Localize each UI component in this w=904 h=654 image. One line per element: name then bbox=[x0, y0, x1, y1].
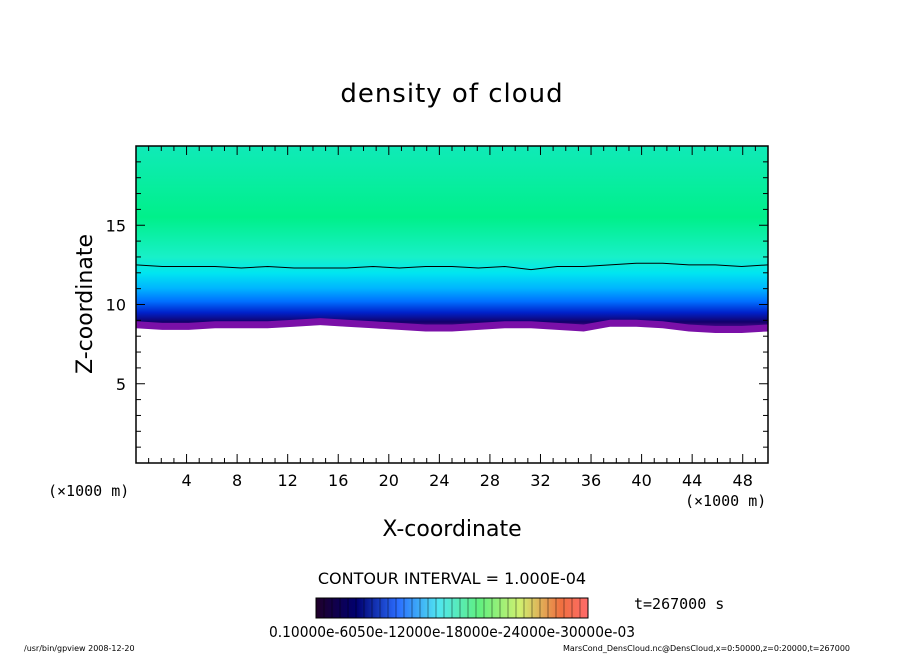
y-tick-label: 5 bbox=[116, 375, 126, 394]
time-label: t=267000 s bbox=[634, 595, 724, 613]
x-tick-label: 36 bbox=[581, 471, 601, 490]
clear-region bbox=[136, 325, 768, 463]
y-unit-label: (×1000 m) bbox=[48, 482, 129, 500]
x-tick-label: 8 bbox=[232, 471, 242, 490]
cloud-base-fringe bbox=[136, 318, 768, 334]
colorbar-labels: 0.10000e-6050e-12000e-18000e-24000e-3000… bbox=[269, 623, 635, 641]
y-axis: 5 10 15 bbox=[106, 161, 768, 448]
y-tick-label: 15 bbox=[106, 216, 126, 235]
x-tick-label: 4 bbox=[181, 471, 191, 490]
x-tick-label: 20 bbox=[379, 471, 399, 490]
x-tick-label: 24 bbox=[429, 471, 449, 490]
x-tick-label: 32 bbox=[530, 471, 550, 490]
plot-area bbox=[136, 146, 768, 463]
footer-left: /usr/bin/gpview 2008-12-20 bbox=[24, 644, 135, 653]
contour-interval-label: CONTOUR INTERVAL = 1.000E-04 bbox=[318, 569, 586, 588]
colorbar-ticks bbox=[323, 598, 581, 618]
y-tick-label: 10 bbox=[106, 296, 126, 315]
y-axis-label: Z-coordinate bbox=[73, 234, 98, 374]
footer-right: MarsCond_DensCloud.nc@DensCloud,x=0:5000… bbox=[563, 644, 850, 653]
x-tick-label: 12 bbox=[278, 471, 298, 490]
x-tick-label: 44 bbox=[682, 471, 702, 490]
x-axis: 4 8 12 16 20 24 28 32 36 40 44 48 bbox=[148, 146, 756, 490]
x-tick-label: 40 bbox=[631, 471, 651, 490]
x-tick-label: 16 bbox=[328, 471, 348, 490]
chart-title: density of cloud bbox=[340, 79, 563, 109]
x-axis-label: X-coordinate bbox=[382, 517, 521, 542]
contour-line bbox=[136, 262, 768, 271]
x-tick-label: 48 bbox=[733, 471, 753, 490]
x-tick-label: 28 bbox=[480, 471, 500, 490]
x-unit-label: (×1000 m) bbox=[685, 492, 766, 510]
